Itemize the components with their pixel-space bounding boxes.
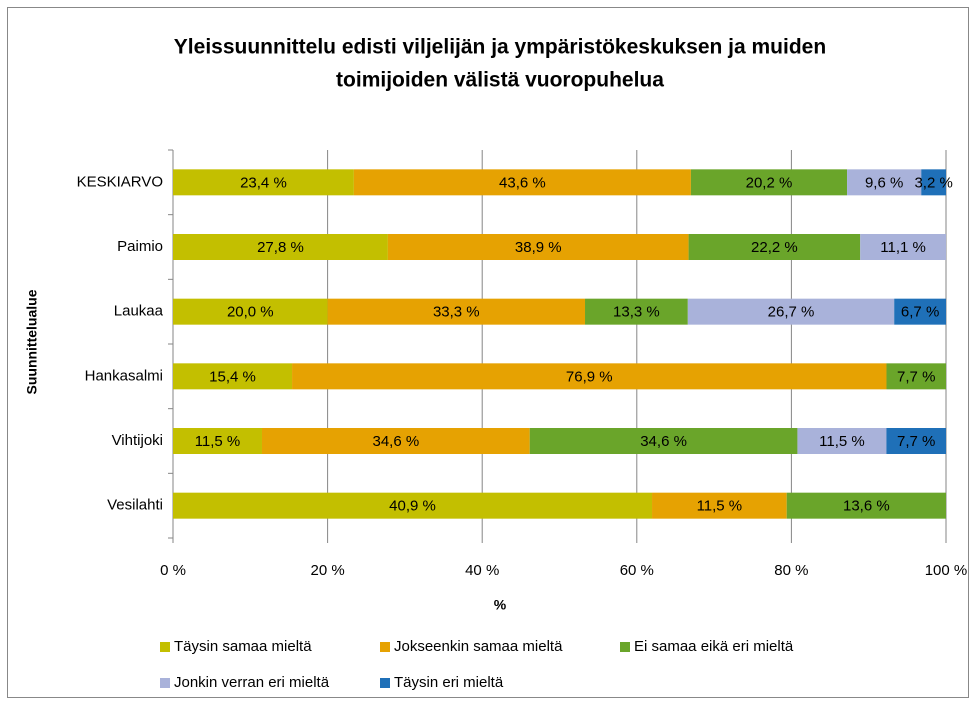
bar-segment	[786, 492, 946, 519]
bar-segment	[327, 298, 586, 325]
bar-segment	[847, 169, 922, 196]
data-label: 13,3 %	[613, 304, 660, 321]
data-label: 27,8 %	[257, 239, 304, 256]
x-tick-label: 0 %	[160, 562, 186, 579]
legend-label: Ei samaa eikä eri mieltä	[634, 638, 794, 655]
bar-segment	[921, 169, 946, 196]
bar-segment	[173, 363, 293, 390]
data-label: 40,9 %	[389, 498, 436, 515]
bar-segment	[292, 363, 887, 390]
legend-swatch	[160, 678, 170, 688]
y-tick-label: KESKIARVO	[77, 173, 163, 190]
data-label: 7,7 %	[897, 368, 935, 385]
data-label: 20,2 %	[746, 174, 793, 191]
bar-segment	[860, 234, 946, 260]
data-label: 23,4 %	[240, 174, 287, 191]
legend-swatch	[620, 642, 630, 652]
data-label: 43,6 %	[499, 174, 546, 191]
data-label: 11,5 %	[697, 498, 743, 515]
y-axis-title: Suunnittelualue	[24, 289, 40, 394]
bar-segment	[688, 234, 861, 260]
data-label: 9,6 %	[865, 174, 903, 191]
x-tick-label: 40 %	[465, 562, 499, 579]
bar-segment	[173, 428, 262, 454]
legend-swatch	[160, 642, 170, 652]
bar-segment	[173, 492, 653, 519]
legend-label: Jonkin verran eri mieltä	[174, 674, 330, 691]
x-tick-label: 60 %	[620, 562, 654, 579]
bar-segment	[173, 234, 388, 260]
y-tick-label: Paimio	[117, 238, 163, 255]
bar-segment	[894, 298, 946, 325]
bar-segment	[353, 169, 691, 196]
legend-swatch	[380, 642, 390, 652]
data-label: 15,4 %	[209, 368, 256, 385]
data-label: 38,9 %	[515, 239, 562, 256]
data-label: 34,6 %	[640, 433, 687, 450]
legend-label: Täysin samaa mieltä	[174, 638, 312, 655]
data-label: 11,5 %	[819, 433, 865, 450]
data-label: 11,1 %	[880, 239, 926, 256]
y-tick-label: Vihtijoki	[112, 432, 163, 449]
bar-segment	[886, 363, 946, 390]
data-label: 3,2 %	[914, 174, 952, 191]
bar-segment	[529, 428, 798, 454]
chart-title: Yleissuunnittelu edisti viljelijän ja ym…	[174, 36, 826, 59]
data-label: 11,5 %	[195, 433, 241, 450]
data-label: 26,7 %	[768, 304, 815, 321]
bar-segment	[687, 298, 895, 325]
bar-segment	[690, 169, 848, 196]
data-label: 34,6 %	[372, 433, 419, 450]
data-label: 6,7 %	[901, 304, 939, 321]
data-label: 13,6 %	[843, 498, 890, 515]
bar-segment	[797, 428, 887, 454]
legend-label: Jokseenkin samaa mieltä	[394, 638, 563, 655]
y-tick-label: Hankasalmi	[85, 367, 163, 384]
data-label: 7,7 %	[897, 433, 935, 450]
bar-segment	[886, 428, 946, 454]
data-label: 20,0 %	[227, 304, 274, 321]
data-label: 33,3 %	[433, 304, 480, 321]
bar-segment	[652, 492, 787, 519]
bar-segment	[261, 428, 530, 454]
data-label: 22,2 %	[751, 239, 798, 256]
y-tick-label: Laukaa	[114, 303, 164, 320]
bar-segment	[173, 169, 354, 196]
y-tick-label: Vesilahti	[107, 497, 163, 514]
bar-segment	[387, 234, 689, 260]
chart-title: toimijoiden välistä vuoropuhelua	[336, 69, 664, 92]
x-tick-label: 80 %	[774, 562, 808, 579]
bar-segment	[173, 298, 328, 325]
x-tick-label: 20 %	[310, 562, 344, 579]
x-axis-title: %	[494, 597, 507, 613]
legend-label: Täysin eri mieltä	[394, 674, 504, 691]
chart-frame	[7, 7, 969, 698]
legend-swatch	[380, 678, 390, 688]
bar-segment	[585, 298, 688, 325]
data-label: 76,9 %	[566, 368, 613, 385]
x-tick-label: 100 %	[925, 562, 968, 579]
